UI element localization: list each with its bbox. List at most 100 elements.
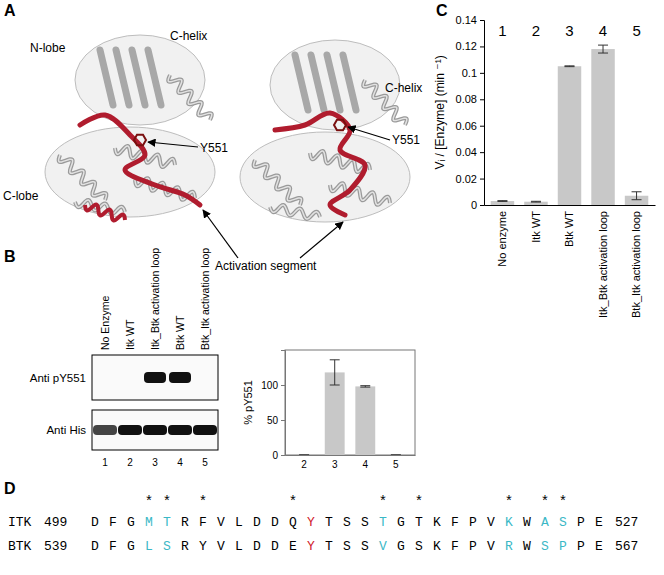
x-axis: 2345 [286, 455, 416, 470]
helix [330, 183, 390, 205]
residue: S [361, 539, 369, 554]
structure-label: N-lobe [30, 41, 66, 55]
tick: 0 [272, 450, 285, 461]
activation-segment [80, 115, 200, 205]
error-bar [330, 360, 340, 385]
structure-label: Y551 [200, 141, 228, 155]
residue: P [469, 515, 477, 530]
tick-label: 5 [393, 459, 399, 470]
antibody-label: Anti pY551 [30, 372, 86, 384]
beta-strand [311, 55, 324, 110]
blot-panel [92, 410, 218, 450]
residue: T [379, 515, 387, 530]
conservation-mark: * [379, 494, 387, 510]
residue: D [91, 515, 99, 530]
residue: R [505, 539, 513, 554]
x-axis: No enzymeItk WTBtk WTItk_Btk activation … [485, 205, 656, 318]
residue: T [325, 539, 333, 554]
beta-strand [100, 50, 113, 105]
error-bar [497, 200, 507, 202]
tick-label: 100 [261, 380, 278, 391]
bars [299, 360, 401, 455]
structure-label: C-lobe [3, 189, 39, 203]
tick-label: 0.12 [456, 40, 477, 52]
conservation-mark: * [199, 494, 207, 510]
error-bar [391, 455, 401, 456]
residue: E [595, 515, 603, 530]
page: {"panel_labels": ["A", "B", "C", "D"], "… [0, 0, 664, 575]
residue: V [379, 539, 387, 554]
tick-mark [480, 179, 484, 180]
beta-strand [327, 55, 340, 110]
sequence-name: BTK [8, 539, 32, 554]
beta-strand [295, 55, 308, 110]
figure: ABCDN-lobeC-helixY551C-lobeActivation se… [0, 0, 664, 575]
tick-label: 0.14 [456, 14, 477, 26]
residue: F [109, 515, 117, 530]
bar [491, 201, 514, 205]
bar-chart: 0 50 100 2345 % pY551 [242, 350, 416, 470]
helix-highlight [59, 155, 107, 200]
axis-line [485, 205, 656, 206]
bar-annotation: 4 [599, 22, 607, 39]
tick: 0.06 [456, 120, 484, 132]
residue: S [343, 515, 351, 530]
bar [558, 66, 581, 205]
tick-label: 50 [267, 415, 279, 426]
lane-label: No Enzyme [99, 296, 111, 350]
tick: Itk WT [530, 205, 542, 243]
sequence-start: 539 [44, 539, 67, 554]
residue: G [397, 515, 405, 530]
residue: L [235, 539, 243, 554]
error-bar [632, 192, 642, 200]
lane-number: 1 [102, 457, 108, 468]
error-cap [497, 200, 507, 201]
residue: F [451, 539, 459, 554]
error-cap [565, 66, 575, 67]
lane-number: 3 [152, 457, 158, 468]
tyrosine-ring [134, 135, 146, 145]
tick-label: 0.06 [456, 120, 477, 132]
tyrosine-ring [334, 120, 346, 130]
axis-line [286, 455, 416, 456]
residue: K [433, 515, 441, 530]
residue: W [523, 539, 531, 554]
sequence-name: ITK [8, 515, 32, 530]
bars [491, 45, 649, 205]
residue: D [91, 539, 99, 554]
residue: A [541, 515, 549, 530]
plot-frame [285, 350, 415, 455]
tick-label: Itk WT [530, 211, 542, 243]
beta-strand [148, 50, 161, 105]
blot-panel [92, 355, 218, 400]
conservation-mark: * [559, 494, 567, 510]
lane-number: 5 [202, 457, 208, 468]
tick-mark [480, 46, 484, 47]
lane-number: 2 [127, 457, 133, 468]
tick: Itk_Btk activation loop [597, 205, 609, 318]
helix [270, 205, 320, 219]
residue: S [343, 539, 351, 554]
conservation-mark: * [163, 494, 171, 510]
blot-band [144, 372, 166, 383]
error-cap [360, 385, 370, 386]
axis-title: % pY551 [242, 380, 254, 425]
tick-mark [480, 152, 484, 153]
error-bar [531, 201, 541, 203]
residue: K [505, 515, 513, 530]
error-bar [360, 386, 370, 387]
conservation-mark: * [415, 494, 423, 510]
tick: 3 [332, 455, 338, 470]
helix-highlight [270, 205, 320, 219]
residue: G [397, 539, 405, 554]
lane-label: Btk_Itk activation loop [199, 248, 211, 350]
blot-band [193, 425, 217, 435]
residue: S [415, 539, 423, 554]
tick-label: 3 [332, 459, 338, 470]
panel-label: B [4, 248, 16, 265]
blot-band [169, 372, 191, 383]
tick-mark [480, 20, 484, 21]
residue: D [271, 515, 279, 530]
blot-band [118, 425, 142, 435]
axis-line [281, 351, 286, 456]
